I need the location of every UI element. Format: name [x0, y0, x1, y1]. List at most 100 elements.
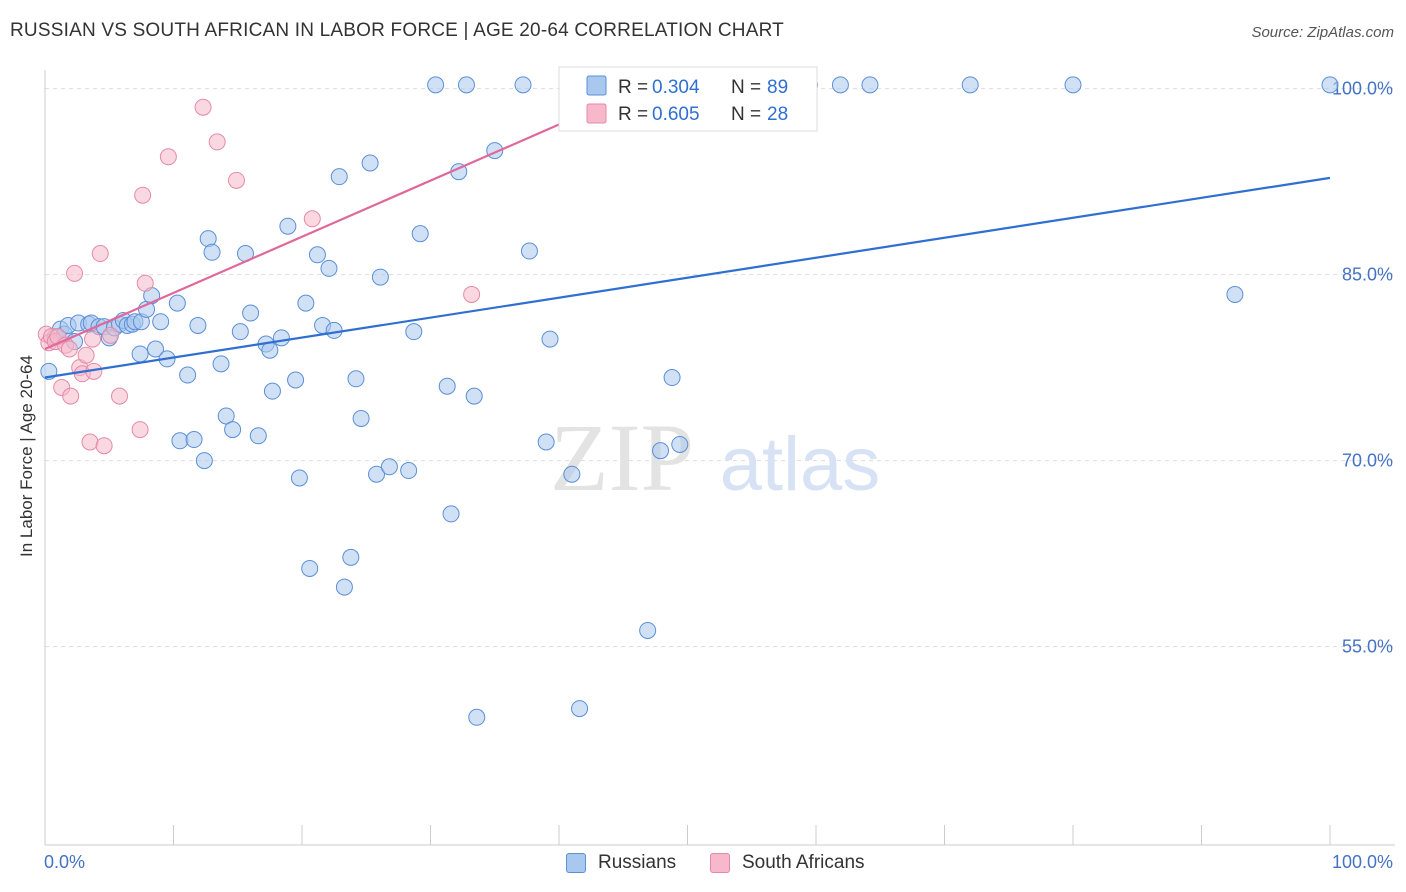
south-africans-point [62, 387, 80, 405]
legend-r-value-south-africans: 0.605 [652, 104, 700, 125]
russians-point [179, 366, 197, 384]
russians-point [671, 435, 689, 453]
legend-swatch-russians [586, 75, 607, 96]
russians-point [301, 559, 319, 577]
russians-point [400, 462, 418, 480]
legend-r-value-russians: 0.304 [652, 77, 700, 98]
russians-point [261, 341, 279, 359]
russians-point [1064, 76, 1082, 94]
chart-title: RUSSIAN VS SOUTH AFRICAN IN LABOR FORCE … [10, 20, 784, 41]
russians-point [1226, 285, 1244, 303]
russians-point [325, 321, 343, 339]
south-africans-points [37, 98, 481, 455]
south-africans-point [194, 98, 212, 116]
russians-point [639, 621, 657, 639]
russians-point [352, 409, 370, 427]
legend-n-label-south-africans: N = [731, 104, 766, 125]
south-africans-point [81, 433, 99, 451]
russians-point [217, 407, 235, 425]
russians-point [861, 76, 879, 94]
russians-point [152, 313, 170, 331]
watermark: ZIP atlas [550, 404, 880, 511]
russians-point [263, 382, 281, 400]
russians-point [272, 329, 290, 347]
south-africans-point [134, 186, 152, 204]
trend-lines [44, 81, 1331, 379]
south-africans-point [102, 326, 120, 344]
gridlines [45, 88, 1395, 648]
south-africans-point [136, 274, 154, 292]
south-africans-point [91, 245, 109, 263]
legend-swatch-south-africans [586, 103, 607, 124]
x-tick-label-max: 100.0% [1331, 852, 1393, 872]
x-tick-label-min: 0.0% [44, 852, 86, 872]
legend-n-value-south-africans: 28 [767, 104, 788, 125]
russians-point [330, 168, 348, 186]
russians-point [831, 76, 849, 94]
legend-n-value-russians: 89 [767, 77, 788, 98]
russians-point [961, 76, 979, 94]
y-tick-label: 100.0% [1332, 79, 1393, 99]
russians-point [342, 548, 360, 566]
legend-n-label-russians: N = [731, 77, 766, 98]
bottom-legend-label-south-africans: South Africans [742, 852, 865, 873]
russians-point [520, 242, 538, 260]
russians-point [168, 294, 186, 312]
russians-point [537, 433, 555, 451]
svg-text:R = 0.304 N =: R = 0.304 N = 89 [618, 77, 788, 98]
y-axis-label: In Labor Force | Age 20-64 [17, 355, 36, 557]
bottom-legend-swatch-south-africans [710, 853, 730, 873]
russians-point [652, 442, 670, 460]
south-africans-point [159, 148, 177, 166]
svg-text:R = 0.605 N =: R = 0.605 N = 28 [618, 104, 788, 125]
south-africans-point [95, 437, 113, 455]
y-tick-label: 85.0% [1342, 265, 1393, 285]
south-africans-point [208, 133, 226, 151]
russians-point [427, 76, 445, 94]
russians-point [279, 217, 297, 235]
watermark-zip: ZIP [550, 404, 694, 511]
russians-point [249, 427, 267, 445]
russians-point [147, 340, 165, 358]
south-africans-point [77, 346, 95, 364]
russians-trend-line [44, 176, 1331, 379]
south-africans-point [131, 421, 149, 439]
russians-point [231, 323, 249, 341]
south-africans-point [463, 285, 481, 303]
russians-point [195, 452, 213, 470]
bottom-legend-swatch-russians [566, 853, 586, 873]
bottom-legend-south-africans: South Africans [710, 852, 865, 874]
russians-point [212, 355, 230, 373]
south-africans-point [60, 340, 78, 358]
russians-point [185, 431, 203, 449]
russians-point [541, 330, 559, 348]
watermark-atlas: atlas [720, 422, 881, 507]
source-label: Source: ZipAtlas.com [1251, 24, 1394, 41]
y-tick-labels: 55.0% 70.0% 85.0% 100.0% [1332, 79, 1393, 657]
russians-point [335, 578, 353, 596]
russians-point [368, 465, 386, 483]
legend-box: R = 0.304 N = 89 R = 0.605 N = 28 [558, 66, 818, 132]
russians-point [563, 465, 581, 483]
russians-point [380, 458, 398, 476]
russians-point [514, 76, 532, 94]
russians-point [442, 505, 460, 523]
russians-point [438, 377, 456, 395]
south-africans-point [111, 387, 129, 405]
russians-point [171, 432, 189, 450]
russians-point [361, 154, 379, 172]
russians-point [131, 345, 149, 363]
russians-point [468, 708, 486, 726]
russians-point [405, 323, 423, 341]
bottom-legend-russians: Russians [566, 852, 676, 874]
russians-point [242, 304, 260, 322]
russians-point [571, 700, 589, 718]
russians-point [371, 268, 389, 286]
bottom-legend: Russians South Africans [0, 852, 1406, 876]
south-africans-point [84, 330, 102, 348]
russians-point [287, 371, 305, 389]
russians-point [347, 370, 365, 388]
russians-point [290, 469, 308, 487]
russians-point [465, 387, 483, 405]
